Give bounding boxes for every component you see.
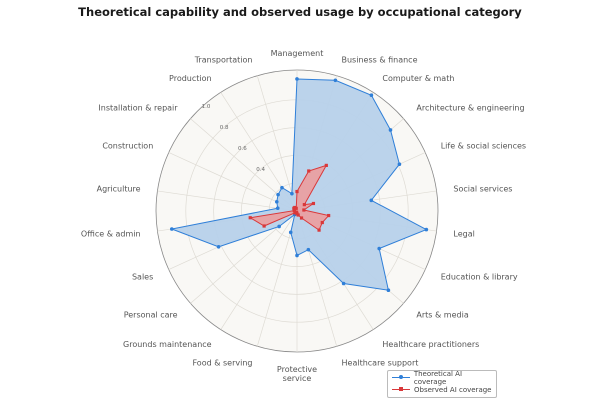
- data-point-observed: [248, 216, 252, 220]
- axis-label: Food & serving: [192, 359, 252, 368]
- radial-tick-label: 0.4: [256, 167, 265, 173]
- data-point-theoretical: [276, 192, 280, 197]
- axis-label: Healthcare support: [342, 359, 419, 368]
- data-point-theoretical: [295, 253, 299, 258]
- data-point-observed: [307, 169, 311, 173]
- legend-item-observed: Observed AI coverage: [392, 384, 496, 395]
- grid-spoke: [157, 190, 298, 212]
- axis-label: Office & admin: [81, 229, 141, 238]
- chart-title: Theoretical capability and observed usag…: [78, 5, 522, 19]
- data-point-theoretical: [333, 78, 338, 83]
- radial-tick-label: 1.0: [202, 104, 211, 110]
- axis-label: Installation & repair: [98, 104, 178, 113]
- legend-item-theoretical: Theoretical AI coverage: [392, 369, 496, 386]
- axis-label: Construction: [102, 141, 153, 150]
- data-point-theoretical: [341, 281, 346, 286]
- axis-label: Healthcare practitioners: [382, 340, 479, 349]
- data-point-theoretical: [169, 227, 174, 231]
- grid-spoke: [220, 210, 298, 330]
- data-point-theoretical: [306, 247, 311, 252]
- data-point-theoretical: [369, 198, 374, 203]
- data-point-theoretical: [424, 227, 429, 232]
- data-point-observed: [302, 208, 306, 212]
- data-point-theoretical: [397, 162, 402, 167]
- data-point-observed: [295, 189, 299, 194]
- axis-label: Business & finance: [342, 55, 418, 64]
- data-point-observed: [262, 224, 266, 228]
- axis-label: Grounds maintenance: [123, 340, 212, 349]
- data-point-theoretical: [275, 206, 280, 211]
- data-point-theoretical: [377, 246, 381, 251]
- data-point-theoretical: [388, 128, 393, 132]
- axis-label: Legal: [453, 229, 474, 238]
- data-point-theoretical: [295, 77, 299, 81]
- legend-label: Theoretical AI coverage: [413, 369, 463, 386]
- legend-swatch-observed: [392, 386, 410, 394]
- data-point-observed: [327, 213, 331, 218]
- data-point-theoretical: [288, 230, 293, 235]
- data-point-theoretical: [277, 224, 281, 229]
- axis-label: Personal care: [124, 310, 178, 319]
- data-point-theoretical: [369, 93, 374, 98]
- data-point-observed: [299, 216, 304, 220]
- axis-label: Life & social sciences: [441, 141, 526, 150]
- axis-label: Architecture & engineering: [416, 104, 524, 113]
- data-point-theoretical: [274, 199, 279, 204]
- data-point-observed: [294, 206, 298, 210]
- radial-tick-label: 0.8: [220, 125, 229, 131]
- axis-label: Arts & media: [416, 310, 468, 319]
- data-point-observed: [317, 228, 321, 232]
- data-point-observed: [311, 201, 316, 206]
- axis-label: Protective service: [277, 365, 317, 383]
- axis-label: Computer & math: [382, 74, 454, 83]
- axis-label: Social services: [453, 185, 512, 194]
- data-point-observed: [324, 163, 328, 167]
- data-point-theoretical: [216, 245, 221, 249]
- grid-spoke: [256, 75, 298, 212]
- axis-label: Transportation: [194, 55, 253, 64]
- data-point-theoretical: [280, 185, 284, 190]
- axis-label: Production: [169, 74, 212, 83]
- data-point-theoretical: [290, 191, 294, 196]
- legend: Theoretical AI coverage Observed AI cove…: [387, 370, 497, 398]
- radial-tick-label: 0.6: [238, 146, 247, 152]
- axis-label: Sales: [132, 273, 153, 282]
- data-point-theoretical: [386, 288, 391, 292]
- data-point-observed: [302, 203, 306, 207]
- axis-label: Management: [271, 49, 324, 58]
- axis-label: Education & library: [441, 273, 518, 282]
- legend-swatch-theoretical: [392, 374, 410, 382]
- axis-label: Agriculture: [97, 185, 141, 194]
- data-point-observed: [320, 220, 324, 225]
- legend-label: Observed AI coverage: [414, 385, 492, 394]
- data-point-observed: [293, 211, 297, 215]
